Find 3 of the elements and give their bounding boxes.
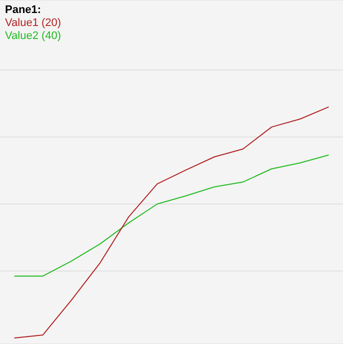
- legend-title: Pane1:: [5, 4, 42, 17]
- text: Value1 (20): [5, 17, 62, 30]
- text: Value2 (40): [5, 30, 62, 43]
